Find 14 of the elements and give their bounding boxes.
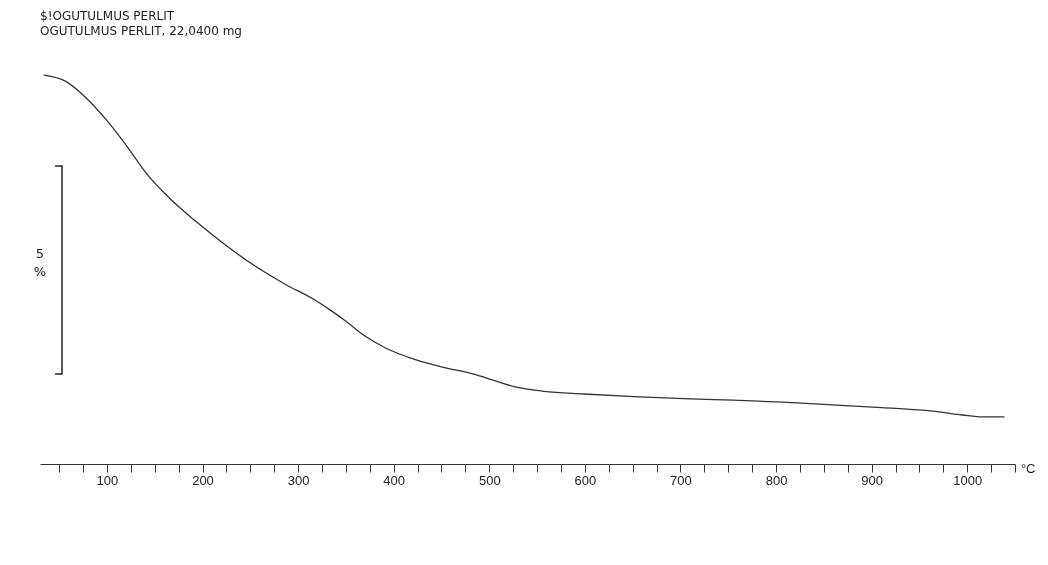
x-tick-label: 100 [96,472,119,488]
x-tick-label: 300 [287,472,310,488]
chart-subtitle: OGUTULMUS PERLIT, 22,0400 mg [40,24,242,38]
x-tick-label: 600 [574,472,597,488]
x-axis-title: °C [1020,460,1036,476]
annotation: 5 % [32,245,48,281]
x-tick-label: 500 [478,472,501,488]
x-tick-label: 200 [192,472,214,488]
chart-title: $!OGUTULMUS PERLIT [40,9,175,23]
x-tick-label: 900 [861,472,883,488]
x-tick-label: 700 [670,472,692,488]
x-tick-label: 800 [765,472,788,488]
x-tick-label: 400 [383,472,406,488]
x-tick-label: 1000 [953,472,983,488]
